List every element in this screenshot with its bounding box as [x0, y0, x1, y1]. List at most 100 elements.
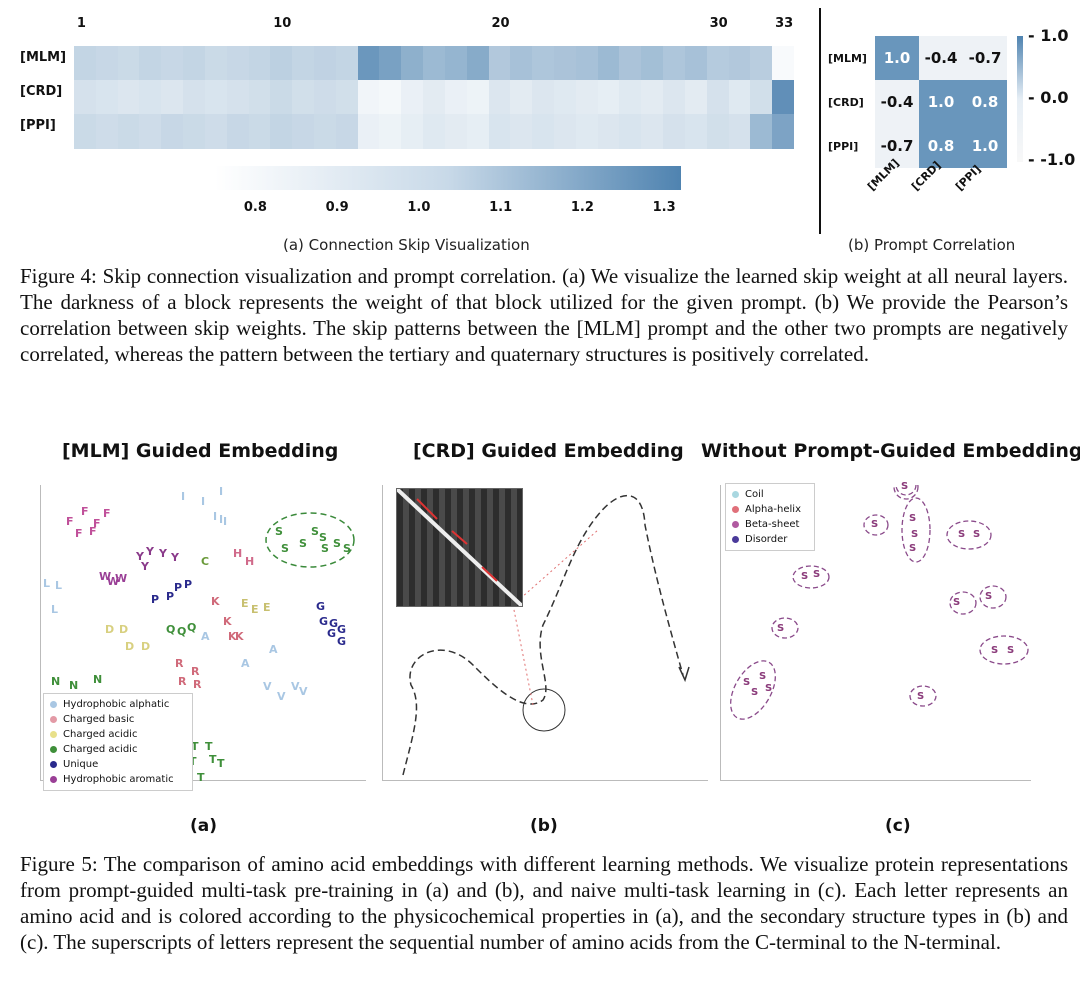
amino-acid-letter: F [66, 515, 74, 528]
legend-label: Coil [745, 489, 764, 500]
panel-b-title: [CRD] Guided Embedding [413, 440, 684, 462]
panel-b-trajectory [402, 494, 690, 776]
legend-label: Beta-sheet [745, 519, 800, 530]
amino-acid-letter: S [311, 525, 319, 538]
amino-acid-letter: D [119, 623, 129, 636]
heatmap-cell [248, 80, 271, 115]
amino-acid-letter: C [201, 555, 210, 568]
legend-label: Hydrophobic alphatic [63, 699, 170, 710]
amino-acid-letter: S [275, 525, 283, 538]
legend-swatch [732, 536, 739, 543]
amino-acid-letter: F [81, 505, 89, 518]
amino-acid-letter: D [125, 640, 135, 653]
amino-acid-letter: G [337, 623, 347, 636]
amino-acid-letter: F [89, 525, 97, 538]
amino-acid-letter: T [209, 753, 217, 766]
amino-acid-letter: H [233, 547, 243, 560]
amino-acid-letter: L [43, 577, 51, 590]
heatmap-cell [466, 114, 490, 149]
amino-acid-letter: R [178, 675, 187, 688]
heatmap-cell [292, 46, 315, 81]
heatmap-cell [597, 80, 620, 115]
correlation-row-label: [PPI] [828, 140, 859, 153]
heatmap-cell [248, 114, 271, 149]
amino-acid-letter: E [241, 597, 249, 610]
amino-acid-letter: A [269, 643, 278, 656]
amino-acid-letter: S [765, 683, 773, 694]
amino-acid-letter: K [223, 615, 232, 628]
panel-a-label: (a) [190, 816, 218, 836]
heatmap-cell [728, 114, 751, 149]
amino-acid-letter: T [197, 771, 205, 784]
amino-acid-letter: S [958, 529, 966, 540]
amino-acid-letter: S [909, 513, 917, 524]
amino-acid-letter: S [743, 677, 751, 688]
amino-acid-letter: K [211, 595, 220, 608]
layer-tick: 33 [775, 16, 794, 31]
amino-acid-letter: S [333, 537, 341, 550]
correlation-panel: 1.0 -0.4 -0.7 -0.4 1.0 0.8 -0.7 0.8 1.0 [MLM] [CR… [820, 0, 1080, 260]
amino-acid-letter: S [917, 691, 925, 702]
amino-acid-letter: S [321, 542, 329, 555]
heatmap-cell [379, 114, 402, 149]
layer-tick: 30 [709, 16, 728, 31]
embedding-panel-b [382, 485, 708, 781]
heatmap-cell [161, 80, 184, 115]
amino-acid-letter: S [991, 645, 999, 656]
correlation-cell: -0.4 [875, 80, 919, 124]
legend-swatch [50, 746, 57, 753]
heatmap-cell [139, 114, 162, 149]
correlation-colorbar-tick: - 0.0 [1028, 88, 1069, 107]
figure4-caption: Figure 4: Skip connection visualization … [20, 264, 1068, 366]
amino-acid-letter: G [329, 617, 339, 630]
legend-swatch [50, 716, 57, 723]
amino-acid-letter: F [93, 517, 101, 530]
amino-acid-letter: Y [136, 550, 144, 563]
correlation-cell: -0.7 [875, 124, 919, 168]
amino-acid-letter: I [201, 495, 206, 508]
heatmap-cell [750, 80, 773, 115]
heatmap-cell [270, 80, 293, 115]
correlation-cell: 1.0 [875, 36, 919, 80]
legend-swatch [732, 491, 739, 498]
heatmap-cell [139, 46, 162, 81]
heatmap-cell [248, 46, 271, 81]
heatmap-cell [597, 46, 620, 81]
heatmap-cell [74, 114, 97, 149]
amino-acid-letter: S [911, 529, 919, 540]
amino-acid-letter: S [813, 569, 821, 580]
amino-acid-letter: R [191, 665, 200, 678]
heatmap-cell [575, 46, 599, 81]
colorbar-tick: 1.2 [570, 200, 594, 215]
heatmap-cell [510, 80, 533, 115]
legend-label: Disorder [745, 534, 788, 545]
legend-swatch [732, 506, 739, 513]
heatmap-cell [706, 80, 730, 115]
amino-acid-letter: K [228, 630, 237, 643]
legend-item: Alpha-helix [732, 502, 808, 517]
heatmap-cell [183, 80, 206, 115]
amino-acid-letter: Y [159, 547, 167, 560]
heatmap-cell [183, 114, 206, 149]
amino-acid-letter: S [751, 687, 759, 698]
amino-acid-letter: S [1007, 645, 1015, 656]
legend-swatch [50, 701, 57, 708]
legend-item: Disorder [732, 532, 808, 547]
heatmap-cell [204, 80, 228, 115]
heatmap-cell [226, 46, 250, 81]
heatmap-cell [488, 80, 511, 115]
amino-acid-letter: F [75, 527, 83, 540]
correlation-colorbar-tick: - -1.0 [1028, 150, 1076, 169]
colorbar-tick: 0.9 [325, 200, 349, 215]
colorbar-tick: 0.8 [243, 200, 267, 215]
amino-acid-letter: S [343, 542, 351, 555]
heatmap-cell [292, 114, 315, 149]
heatmap-cell [314, 80, 337, 115]
heatmap-cell [510, 114, 533, 149]
skip-heatmap-panel: 1 10 20 30 33 [MLM] [CRD] [PPI] 0.8 0.9 1.0 1.1 1.… [0, 0, 810, 260]
heatmap-cell [772, 80, 795, 115]
heatmap-cell [183, 46, 206, 81]
amino-acid-letter: Y [146, 545, 154, 558]
panel-a-legend: Hydrophobic alphatic Charged basic Charged… [43, 693, 193, 791]
amino-acid-letter: W [107, 575, 120, 588]
